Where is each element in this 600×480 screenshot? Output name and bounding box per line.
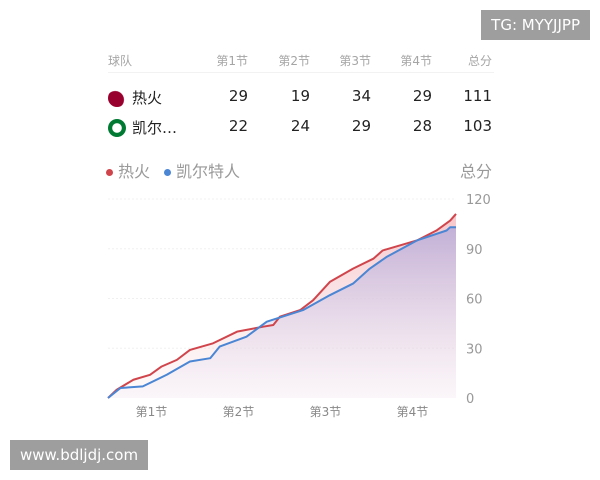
legend-dot-icon bbox=[164, 169, 172, 176]
y-tick-label: 60 bbox=[466, 293, 483, 308]
score-table: 球队 第1节 第2节 第3节 第4节 总分 热火 29 19 34 29 111… bbox=[108, 48, 494, 143]
header-total: 总分 bbox=[467, 54, 492, 68]
x-tick-label: 第4节 bbox=[397, 405, 429, 419]
y-tick-label: 120 bbox=[466, 193, 491, 208]
legend-heat[interactable]: 热火 bbox=[106, 158, 150, 182]
x-tick-label: 第2节 bbox=[223, 405, 255, 419]
table-row: 热火 29 19 34 29 111 bbox=[108, 83, 494, 113]
score: 29 bbox=[228, 87, 248, 105]
score: 28 bbox=[412, 117, 432, 135]
table-header: 球队 第1节 第2节 第3节 第4节 总分 bbox=[108, 48, 494, 73]
score: 19 bbox=[290, 87, 310, 105]
team-name: 热火 bbox=[132, 89, 163, 107]
header-q1: 第1节 bbox=[216, 54, 248, 68]
header-q3: 第3节 bbox=[339, 54, 371, 68]
watermark-url: www.bdljdj.com bbox=[10, 440, 149, 470]
legend-dot-icon bbox=[106, 169, 113, 176]
y-tick-label: 30 bbox=[466, 342, 483, 357]
chart-legend: 热火 凯尔特人 bbox=[106, 158, 240, 182]
score: 22 bbox=[228, 117, 248, 135]
watermark-tg: TG: MYYJJPP bbox=[481, 10, 590, 40]
legend-celtics[interactable]: 凯尔特人 bbox=[164, 158, 240, 182]
score: 24 bbox=[290, 117, 310, 135]
y-axis-label: 总分 bbox=[460, 162, 493, 181]
y-tick-label: 0 bbox=[466, 392, 474, 407]
line-celtics bbox=[107, 226, 456, 399]
score: 34 bbox=[351, 87, 371, 105]
team-name: 凯尔… bbox=[132, 119, 178, 137]
celtics-logo-icon bbox=[108, 118, 126, 137]
header-q4: 第4节 bbox=[400, 54, 432, 68]
x-tick-label: 第1节 bbox=[136, 405, 168, 419]
total: 103 bbox=[463, 117, 492, 135]
heat-logo-icon bbox=[108, 88, 126, 107]
score: 29 bbox=[351, 117, 371, 135]
total: 111 bbox=[463, 87, 492, 105]
x-tick-label: 第3节 bbox=[310, 405, 342, 419]
header-team: 球队 bbox=[108, 54, 133, 68]
table-row: 凯尔… 22 24 29 28 103 bbox=[108, 113, 494, 143]
y-tick-label: 90 bbox=[466, 243, 483, 258]
score: 29 bbox=[412, 87, 432, 105]
line-heat bbox=[107, 213, 457, 399]
header-q2: 第2节 bbox=[278, 54, 310, 68]
